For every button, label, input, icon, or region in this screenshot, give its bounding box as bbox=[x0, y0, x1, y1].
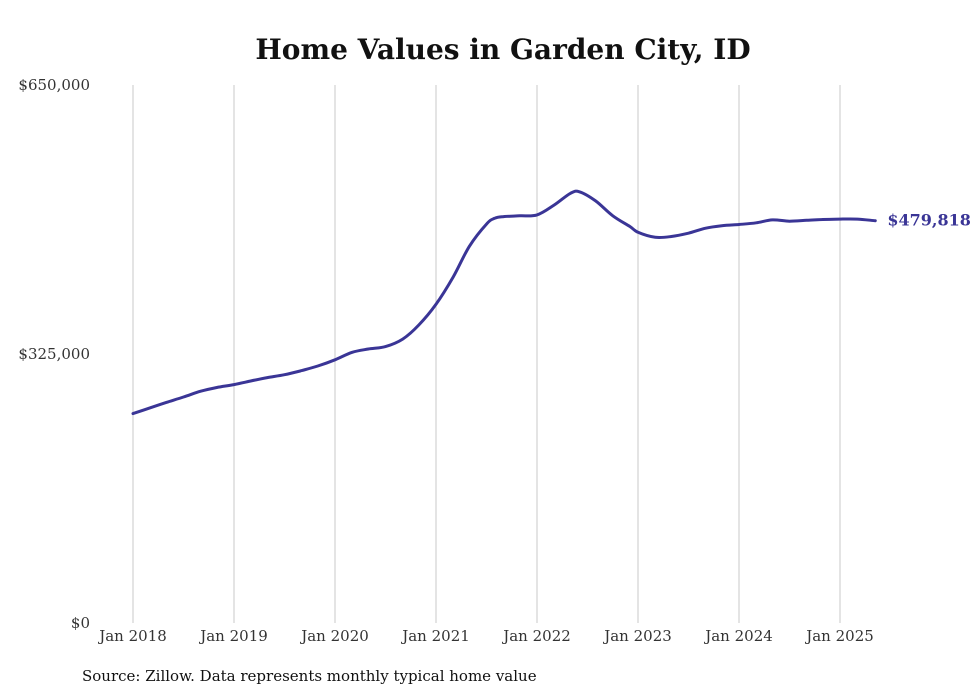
x-tick-label: Jan 2024 bbox=[703, 627, 773, 645]
x-tick-label: Jan 2022 bbox=[501, 627, 571, 645]
source-note: Source: Zillow. Data represents monthly … bbox=[82, 667, 537, 685]
x-gridlines bbox=[132, 85, 841, 623]
y-tick-label: $650,000 bbox=[18, 76, 90, 94]
x-tick-label: Jan 2020 bbox=[299, 627, 369, 645]
y-tick-label: $0 bbox=[71, 614, 90, 632]
series-line bbox=[131, 189, 877, 416]
end-value-label: $479,818 bbox=[887, 211, 971, 230]
x-tick-label: Jan 2021 bbox=[400, 627, 470, 645]
y-tick-labels: $0 $325,000 $650,000 bbox=[18, 76, 90, 632]
end-labels: $479,818 bbox=[887, 211, 971, 230]
series-lines bbox=[131, 189, 877, 416]
chart: Home Values in Garden City, ID $0 $325,00… bbox=[18, 33, 971, 645]
y-tick-label: $325,000 bbox=[18, 345, 90, 363]
x-tick-label: Jan 2018 bbox=[97, 627, 167, 645]
x-tick-labels: Jan 2018 Jan 2019 Jan 2020 Jan 2021 Jan 2022… bbox=[97, 627, 874, 645]
x-tick-label: Jan 2023 bbox=[602, 627, 672, 645]
chart-title: Home Values in Garden City, ID bbox=[255, 33, 750, 66]
x-tick-label: Jan 2025 bbox=[804, 627, 874, 645]
x-tick-label: Jan 2019 bbox=[198, 627, 268, 645]
